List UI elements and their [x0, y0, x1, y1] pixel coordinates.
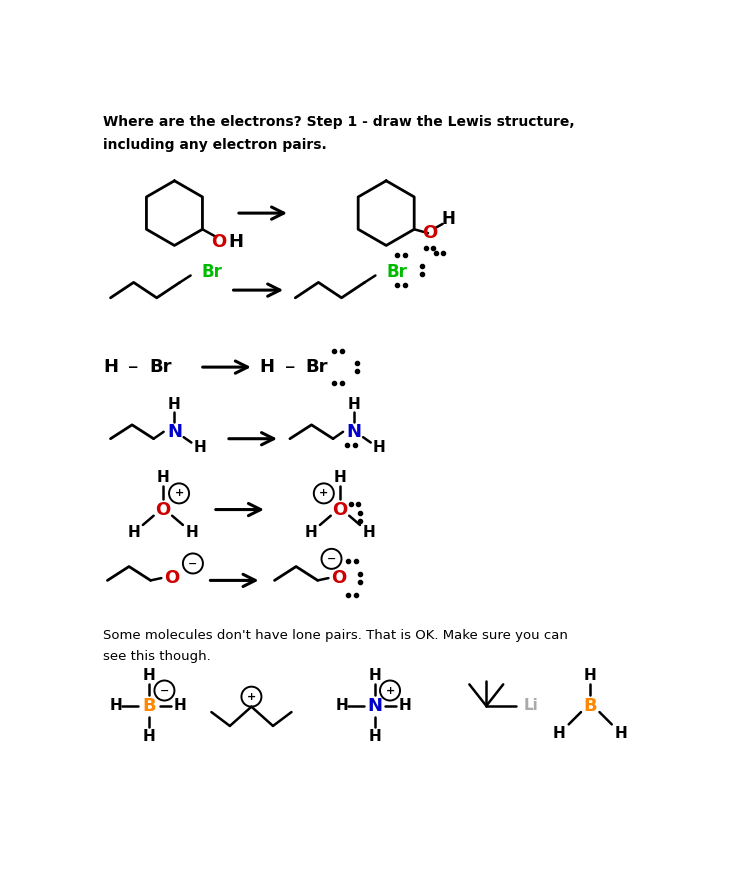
Text: H: H: [368, 729, 381, 744]
Text: N: N: [367, 697, 382, 715]
Text: H: H: [399, 698, 412, 713]
Text: H: H: [363, 525, 376, 540]
Text: Br: Br: [150, 358, 172, 376]
Text: H: H: [156, 469, 170, 484]
Text: H: H: [368, 667, 381, 682]
Text: H: H: [584, 667, 597, 682]
Text: Br: Br: [201, 263, 222, 280]
Text: H: H: [553, 726, 566, 741]
Text: O: O: [156, 500, 170, 519]
Text: O: O: [333, 500, 348, 519]
Text: H: H: [259, 358, 275, 376]
Text: H: H: [347, 397, 360, 412]
Text: −: −: [327, 554, 336, 564]
Text: −: −: [188, 559, 197, 568]
Text: +: +: [319, 488, 328, 499]
Text: H: H: [373, 439, 385, 454]
Text: Some molecules don't have lone pairs. That is OK. Make sure you can: Some molecules don't have lone pairs. Th…: [103, 629, 567, 642]
Text: N: N: [167, 423, 182, 441]
Text: Where are the electrons? Step 1 - draw the Lewis structure,: Where are the electrons? Step 1 - draw t…: [103, 115, 575, 129]
Text: O: O: [164, 569, 180, 587]
Text: B: B: [584, 697, 597, 715]
Text: see this though.: see this though.: [103, 650, 211, 663]
Text: H: H: [614, 726, 628, 741]
Text: H: H: [109, 698, 123, 713]
Text: H: H: [334, 469, 346, 484]
Text: +: +: [247, 691, 256, 702]
Text: Li: Li: [523, 698, 538, 713]
Text: Br: Br: [386, 263, 407, 280]
Text: N: N: [346, 423, 361, 441]
Text: H: H: [228, 233, 243, 251]
Text: –: –: [128, 357, 139, 377]
Text: H: H: [103, 358, 118, 376]
Text: O: O: [211, 233, 226, 251]
Text: H: H: [142, 729, 156, 744]
Text: Br: Br: [305, 358, 328, 376]
Text: O: O: [422, 225, 437, 242]
Text: H: H: [441, 210, 455, 227]
Text: B: B: [142, 697, 156, 715]
Text: H: H: [335, 698, 348, 713]
Text: O: O: [332, 569, 347, 587]
Text: H: H: [173, 698, 186, 713]
Text: –: –: [285, 357, 295, 377]
Text: H: H: [186, 525, 198, 540]
Text: H: H: [127, 525, 140, 540]
Text: H: H: [168, 397, 181, 412]
Text: +: +: [385, 685, 395, 696]
Text: +: +: [175, 488, 184, 499]
Text: including any electron pairs.: including any electron pairs.: [103, 139, 327, 152]
Text: H: H: [194, 439, 206, 454]
Text: −: −: [160, 685, 169, 696]
Text: H: H: [142, 667, 156, 682]
Text: H: H: [305, 525, 317, 540]
